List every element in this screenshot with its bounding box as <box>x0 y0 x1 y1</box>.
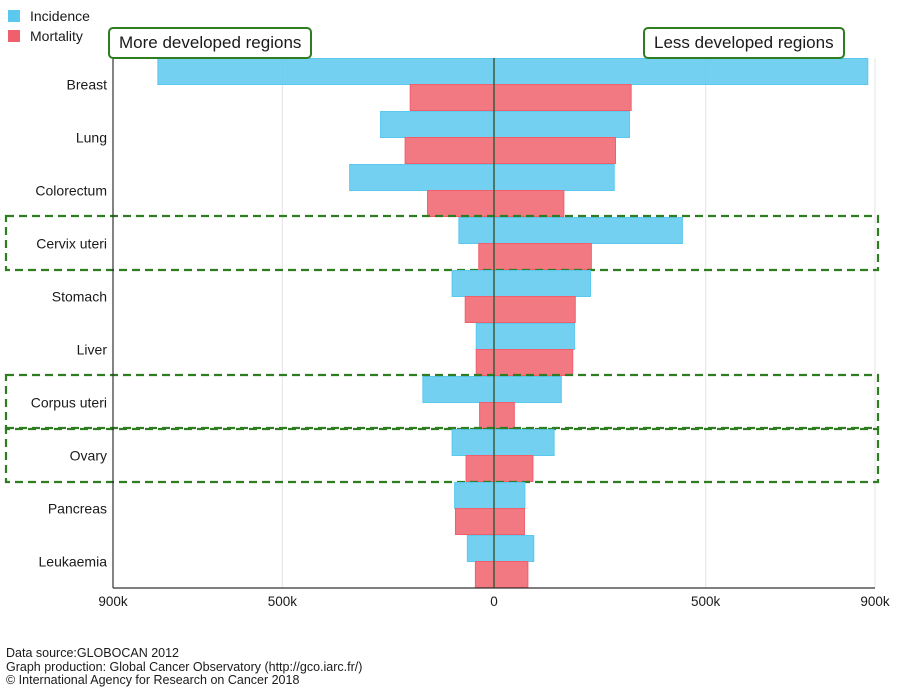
bar-mortality-less-developed-breast <box>493 84 632 111</box>
highlight-box-ovary <box>4 426 880 484</box>
bar-incidence-less-developed-lung <box>493 111 630 138</box>
bar-incidence-less-developed-stomach <box>493 270 592 297</box>
footer-copyright: © International Agency for Research on C… <box>6 673 300 687</box>
region-label-more-developed: More developed regions <box>108 27 313 59</box>
bar-mortality-less-developed-corpus-uteri <box>493 402 515 429</box>
category-label-ovary: Ovary <box>70 448 107 464</box>
x-tick-label: 0 <box>490 594 498 609</box>
legend-item-incidence: Incidence <box>8 6 90 26</box>
highlight-box-corpus-uteri <box>4 373 880 431</box>
category-label-breast: Breast <box>67 77 108 93</box>
legend-label-mortality: Mortality <box>30 28 83 44</box>
x-tick-label: 500k <box>691 594 721 609</box>
bar-mortality-less-developed-leukaemia <box>493 561 529 588</box>
bar-incidence-more-developed-lung <box>380 111 495 138</box>
bar-incidence-less-developed-pancreas <box>493 482 526 509</box>
bar-mortality-less-developed-lung <box>493 137 616 164</box>
legend-item-mortality: Mortality <box>8 26 90 46</box>
highlight-box-cervix-uteri <box>4 214 880 272</box>
bar-incidence-less-developed-leukaemia <box>493 535 535 562</box>
bar-incidence-less-developed-cervix-uteri <box>493 217 683 244</box>
bar-mortality-more-developed-stomach <box>464 296 495 323</box>
category-label-leukaemia: Leukaemia <box>39 554 108 570</box>
footer-graph-production: Graph production: Global Cancer Observat… <box>6 659 363 674</box>
bar-mortality-less-developed-ovary <box>493 455 534 482</box>
bar-incidence-less-developed-ovary <box>493 429 555 456</box>
bar-mortality-less-developed-stomach <box>493 296 576 323</box>
category-label-lung: Lung <box>76 130 107 146</box>
category-label-pancreas: Pancreas <box>48 501 107 517</box>
bar-mortality-less-developed-cervix-uteri <box>493 243 592 270</box>
bar-incidence-more-developed-leukaemia <box>466 535 495 562</box>
category-label-corpus-uteri: Corpus uteri <box>31 395 107 411</box>
category-label-cervix-uteri: Cervix uteri <box>36 236 107 252</box>
legend-swatch-mortality <box>8 30 20 42</box>
bar-incidence-more-developed-ovary <box>451 429 495 456</box>
footer-data-source: Data source:GLOBOCAN 2012 <box>6 646 179 660</box>
bar-incidence-less-developed-colorectum <box>493 164 615 191</box>
category-label-colorectum: Colorectum <box>35 183 107 199</box>
bar-incidence-more-developed-breast <box>157 58 495 85</box>
bar-incidence-less-developed-breast <box>493 58 869 85</box>
bar-mortality-more-developed-corpus-uteri <box>479 402 495 429</box>
legend: Incidence Mortality <box>8 6 90 46</box>
bar-mortality-more-developed-leukaemia <box>474 561 495 588</box>
x-tick-label: 900k <box>860 594 890 609</box>
bar-incidence-more-developed-liver <box>475 323 495 350</box>
bar-incidence-less-developed-corpus-uteri <box>493 376 562 403</box>
bar-mortality-more-developed-ovary <box>465 455 495 482</box>
bar-incidence-more-developed-pancreas <box>454 482 495 509</box>
bar-incidence-more-developed-corpus-uteri <box>422 376 495 403</box>
bar-incidence-more-developed-stomach <box>451 270 495 297</box>
footer-credits: Data source:GLOBOCAN 2012 Graph producti… <box>6 646 363 688</box>
bar-mortality-less-developed-liver <box>493 349 574 376</box>
bar-incidence-less-developed-liver <box>493 323 575 350</box>
x-tick-label: 500k <box>268 594 298 609</box>
category-label-liver: Liver <box>77 342 108 358</box>
bar-mortality-more-developed-breast <box>409 84 495 111</box>
bar-mortality-less-developed-colorectum <box>493 190 565 217</box>
legend-swatch-incidence <box>8 10 20 22</box>
bar-incidence-more-developed-colorectum <box>349 164 495 191</box>
bar-incidence-more-developed-cervix-uteri <box>458 217 495 244</box>
bar-mortality-more-developed-cervix-uteri <box>478 243 495 270</box>
legend-label-incidence: Incidence <box>30 8 90 24</box>
bar-mortality-more-developed-lung <box>404 137 495 164</box>
bar-mortality-less-developed-pancreas <box>493 508 525 535</box>
region-label-less-developed: Less developed regions <box>643 27 845 59</box>
bar-mortality-more-developed-liver <box>475 349 495 376</box>
bar-mortality-more-developed-pancreas <box>454 508 495 535</box>
x-tick-label: 900k <box>98 594 128 609</box>
bar-mortality-more-developed-colorectum <box>427 190 495 217</box>
category-label-stomach: Stomach <box>52 289 107 305</box>
